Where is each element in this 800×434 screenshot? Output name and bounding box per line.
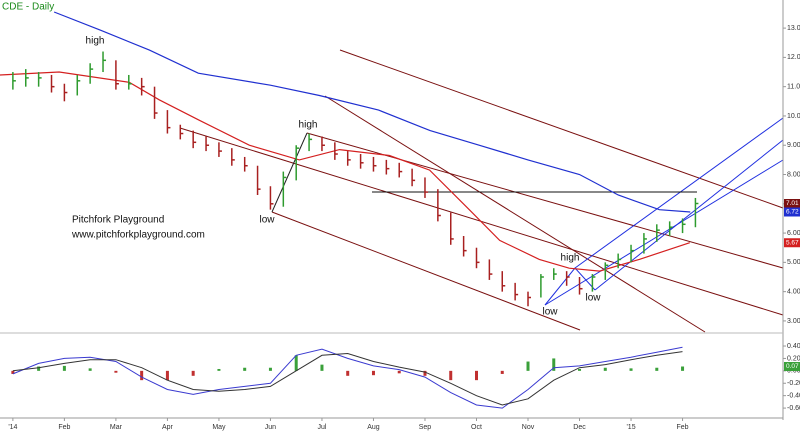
histogram-bar [655,367,659,371]
x-tick-label: Mar [110,424,123,431]
histogram-bar [346,370,350,376]
histogram-bar [268,367,272,371]
histogram-bar [629,368,633,371]
histogram-bar [578,368,582,371]
chart-title: CDE - Daily [2,2,54,13]
moving-average [53,11,691,213]
histogram-bar [140,370,144,381]
histogram-bar [62,365,66,371]
watermark: Pitchfork Playground [72,215,164,226]
histogram-bar [681,366,685,371]
y-tick-label: 13.00 [787,25,800,32]
price-marker [784,199,800,209]
histogram-bar [217,368,221,371]
histogram-bar [165,370,169,381]
pitchfork-line [574,117,784,269]
histogram-bar [294,355,298,371]
x-tick-label: '14 [8,424,17,431]
y-tick-label: 9.00 [787,142,800,149]
x-tick-label: Feb [58,424,70,431]
price-marker-label: 6.72 [786,209,799,216]
annotation: high [299,120,318,131]
pitchfork-line [339,49,784,209]
histogram-bar [474,370,478,381]
x-tick-label: Nov [522,424,535,431]
y-tick-label: 6.00 [787,230,800,237]
y-tick-label: 0.00 [787,368,800,375]
histogram-bar [11,370,15,374]
macd-line [12,351,683,406]
histogram-bar [320,364,324,371]
y-tick-label: -0.40 [787,393,800,400]
y-tick-label: 0.20 [787,355,800,362]
histogram-bar [371,370,375,376]
price-marker [784,238,800,248]
pitchfork-line [324,95,706,333]
histogram-bar [37,366,41,371]
pitchfork-line [271,211,581,331]
histogram-bar [449,370,453,381]
x-tick-label: Aug [367,424,380,431]
pitchfork-handle [544,267,596,306]
x-tick-label: Dec [573,424,586,431]
x-tick-label: Jun [265,424,276,431]
value-marker [784,362,800,372]
moving-average [0,71,690,272]
histogram-bar [88,368,92,371]
annotation: high [86,36,105,47]
y-tick-label: 5.00 [787,259,800,266]
y-tick-label: 8.00 [787,171,800,178]
annotation: low [542,307,558,318]
y-tick-label: 10.00 [787,113,800,120]
histogram-bar [603,367,607,371]
pitchfork-line [594,139,784,291]
y-tick-label: 12.00 [787,54,800,61]
annotation: high [561,253,580,264]
value-marker-label: 0.07 [786,363,799,370]
histogram-bar [526,361,530,371]
annotation: low [585,293,601,304]
y-tick-label: 0.40 [787,343,800,350]
histogram-bar [191,370,195,376]
x-tick-label: Jul [317,424,326,431]
x-tick-label: Apr [162,424,174,431]
y-tick-label: 4.00 [787,288,800,295]
y-tick-label: -0.60 [787,405,800,412]
pitchfork-line [544,159,784,306]
y-tick-label: 3.00 [787,318,800,325]
x-tick-label: May [212,424,226,431]
histogram-bar [500,370,504,374]
histogram-bar [397,370,401,374]
price-marker-label: 5.67 [786,239,799,246]
histogram-bar [114,370,118,373]
macd-line [12,346,683,409]
price-marker-label: 7.01 [786,200,799,207]
x-tick-label: Sep [419,424,432,431]
pitchfork-handle [271,132,308,213]
histogram-bar [423,370,427,376]
histogram-bar [552,358,556,371]
y-tick-label: -0.20 [787,380,800,387]
x-tick-label: Oct [471,424,482,431]
y-tick-label: 11.00 [787,84,800,91]
x-tick-label: Feb [677,424,689,431]
annotation: low [259,215,275,226]
watermark: www.pitchforkplayground.com [71,230,205,241]
x-tick-label: '15 [626,424,635,431]
price-marker [784,207,800,217]
histogram-bar [243,367,247,371]
